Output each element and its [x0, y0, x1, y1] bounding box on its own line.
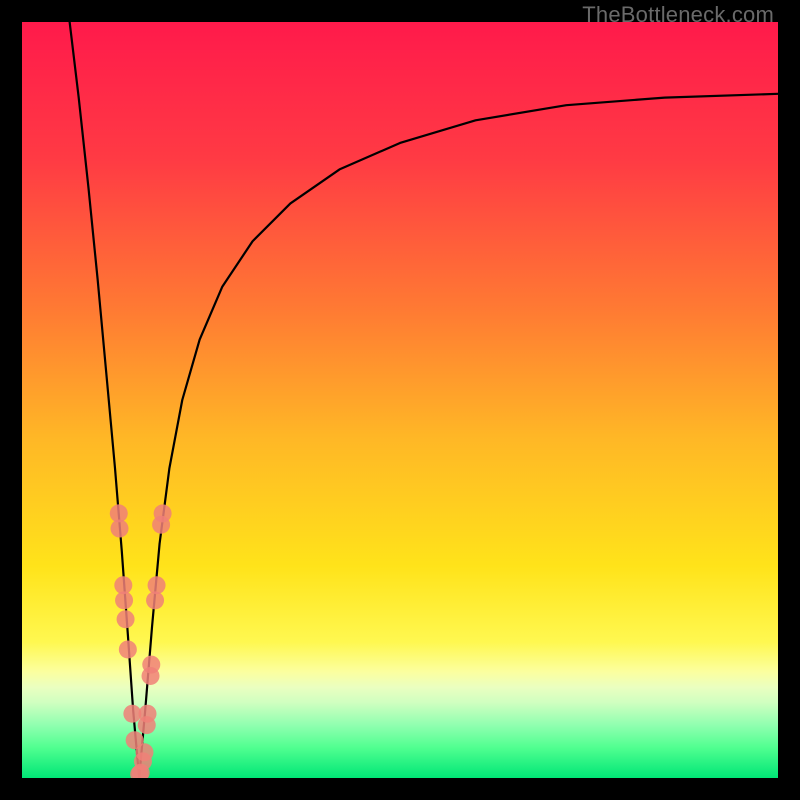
data-marker [154, 504, 172, 522]
data-marker [111, 520, 129, 538]
chart-svg-overlay [22, 22, 778, 778]
data-marker [119, 640, 137, 658]
data-markers-group [110, 504, 172, 778]
data-marker [148, 576, 166, 594]
data-marker [139, 705, 157, 723]
data-marker [115, 591, 133, 609]
data-marker [142, 656, 160, 674]
data-marker [135, 743, 153, 761]
data-marker [117, 610, 135, 628]
bottleneck-curve [70, 22, 778, 778]
watermark-text: TheBottleneck.com [582, 2, 774, 28]
chart-frame [0, 0, 800, 800]
